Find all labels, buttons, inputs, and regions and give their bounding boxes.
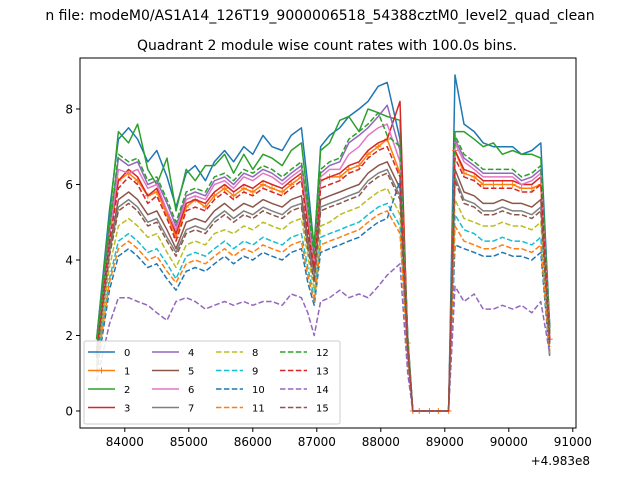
legend-label-5: 5 — [188, 367, 194, 378]
series-7 — [95, 168, 551, 412]
x-tick-label: 91000 — [554, 435, 592, 449]
series-line — [95, 104, 551, 412]
series-4 — [95, 104, 551, 412]
legend-label-10: 10 — [252, 385, 265, 396]
data-point — [518, 185, 525, 192]
series-9 — [95, 202, 551, 412]
series-line — [95, 210, 551, 412]
series-10 — [95, 179, 551, 412]
legend-label-4: 4 — [188, 348, 194, 359]
series-line — [95, 111, 551, 412]
legend-label-8: 8 — [252, 348, 258, 359]
series-14 — [95, 263, 551, 412]
x-tick-label: 84000 — [106, 435, 144, 449]
series-line — [95, 161, 551, 412]
x-tick-label: 87000 — [298, 435, 336, 449]
data-point — [249, 189, 256, 196]
x-tick-label: 88000 — [362, 435, 400, 449]
series-line — [95, 263, 551, 412]
series-11 — [95, 210, 551, 412]
data-point — [211, 192, 218, 199]
data-point — [279, 189, 286, 196]
legend-label-3: 3 — [124, 404, 130, 415]
data-point — [288, 181, 295, 188]
y-tick-label: 8 — [65, 102, 73, 116]
data-point — [471, 173, 478, 180]
data-point — [202, 204, 209, 211]
data-point — [480, 181, 487, 188]
series-line — [95, 145, 551, 412]
series-line — [95, 123, 551, 412]
x-tick-label: 89000 — [426, 435, 464, 449]
data-point — [356, 162, 363, 169]
data-point — [499, 181, 506, 188]
legend-label-6: 6 — [188, 385, 194, 396]
legend-label-1: 1 — [124, 367, 130, 378]
x-axis-ticks: 84000 85000 86000 87000 88000 89000 90000 91000 — [106, 428, 592, 449]
y-tick-label: 4 — [65, 253, 73, 267]
axes-frame — [79, 57, 577, 429]
y-tick-label: 0 — [65, 405, 73, 419]
y-tick-label: 6 — [65, 178, 73, 192]
series-line — [95, 168, 551, 412]
series-13 — [95, 145, 551, 412]
data-point — [269, 185, 275, 192]
figure-suptitle: n file: modeM0/AS1A14_126T19_9000006518_… — [45, 8, 594, 24]
x-tick-label: 85000 — [170, 435, 208, 449]
data-point — [230, 192, 237, 199]
series-2 — [95, 108, 551, 412]
y-tick-label: 2 — [65, 329, 73, 343]
chart-title: Quadrant 2 module wise count rates with … — [137, 38, 517, 54]
y-axis-ticks: 0 2 4 6 8 — [65, 102, 80, 419]
data-point — [375, 143, 382, 150]
series-3 — [95, 100, 551, 412]
data-point — [509, 181, 516, 188]
x-tick-label: 90000 — [490, 435, 528, 449]
series-line — [95, 100, 551, 412]
series-8 — [95, 187, 551, 412]
data-point — [260, 181, 267, 188]
legend-label-15: 15 — [316, 404, 329, 415]
legend-label-13: 13 — [316, 367, 329, 378]
series-12 — [95, 111, 551, 412]
plot-area — [93, 74, 553, 415]
x-tick-label: 86000 — [234, 435, 272, 449]
series-line — [95, 187, 551, 412]
data-point — [490, 181, 497, 188]
legend-label-11: 11 — [252, 404, 265, 415]
data-point — [528, 185, 535, 192]
series-line — [95, 179, 551, 412]
legend-label-7: 7 — [188, 404, 194, 415]
legend-marker — [98, 367, 105, 374]
series-5 — [95, 161, 551, 412]
legend-label-12: 12 — [316, 348, 329, 359]
series-line — [95, 202, 551, 412]
legend-label-0: 0 — [124, 348, 130, 359]
data-point — [240, 185, 247, 192]
series-6 — [95, 123, 551, 412]
series-line — [95, 172, 551, 412]
legend-label-9: 9 — [252, 367, 258, 378]
data-point — [221, 185, 228, 192]
data-point — [365, 151, 371, 158]
legend-box — [83, 340, 341, 425]
legend-label-2: 2 — [124, 385, 130, 396]
data-point — [336, 173, 343, 180]
series-line — [95, 108, 551, 412]
x-offset-label: +4.983e8 — [531, 454, 590, 468]
data-point — [345, 166, 352, 173]
series-15 — [95, 172, 551, 412]
legend-label-14: 14 — [316, 385, 329, 396]
